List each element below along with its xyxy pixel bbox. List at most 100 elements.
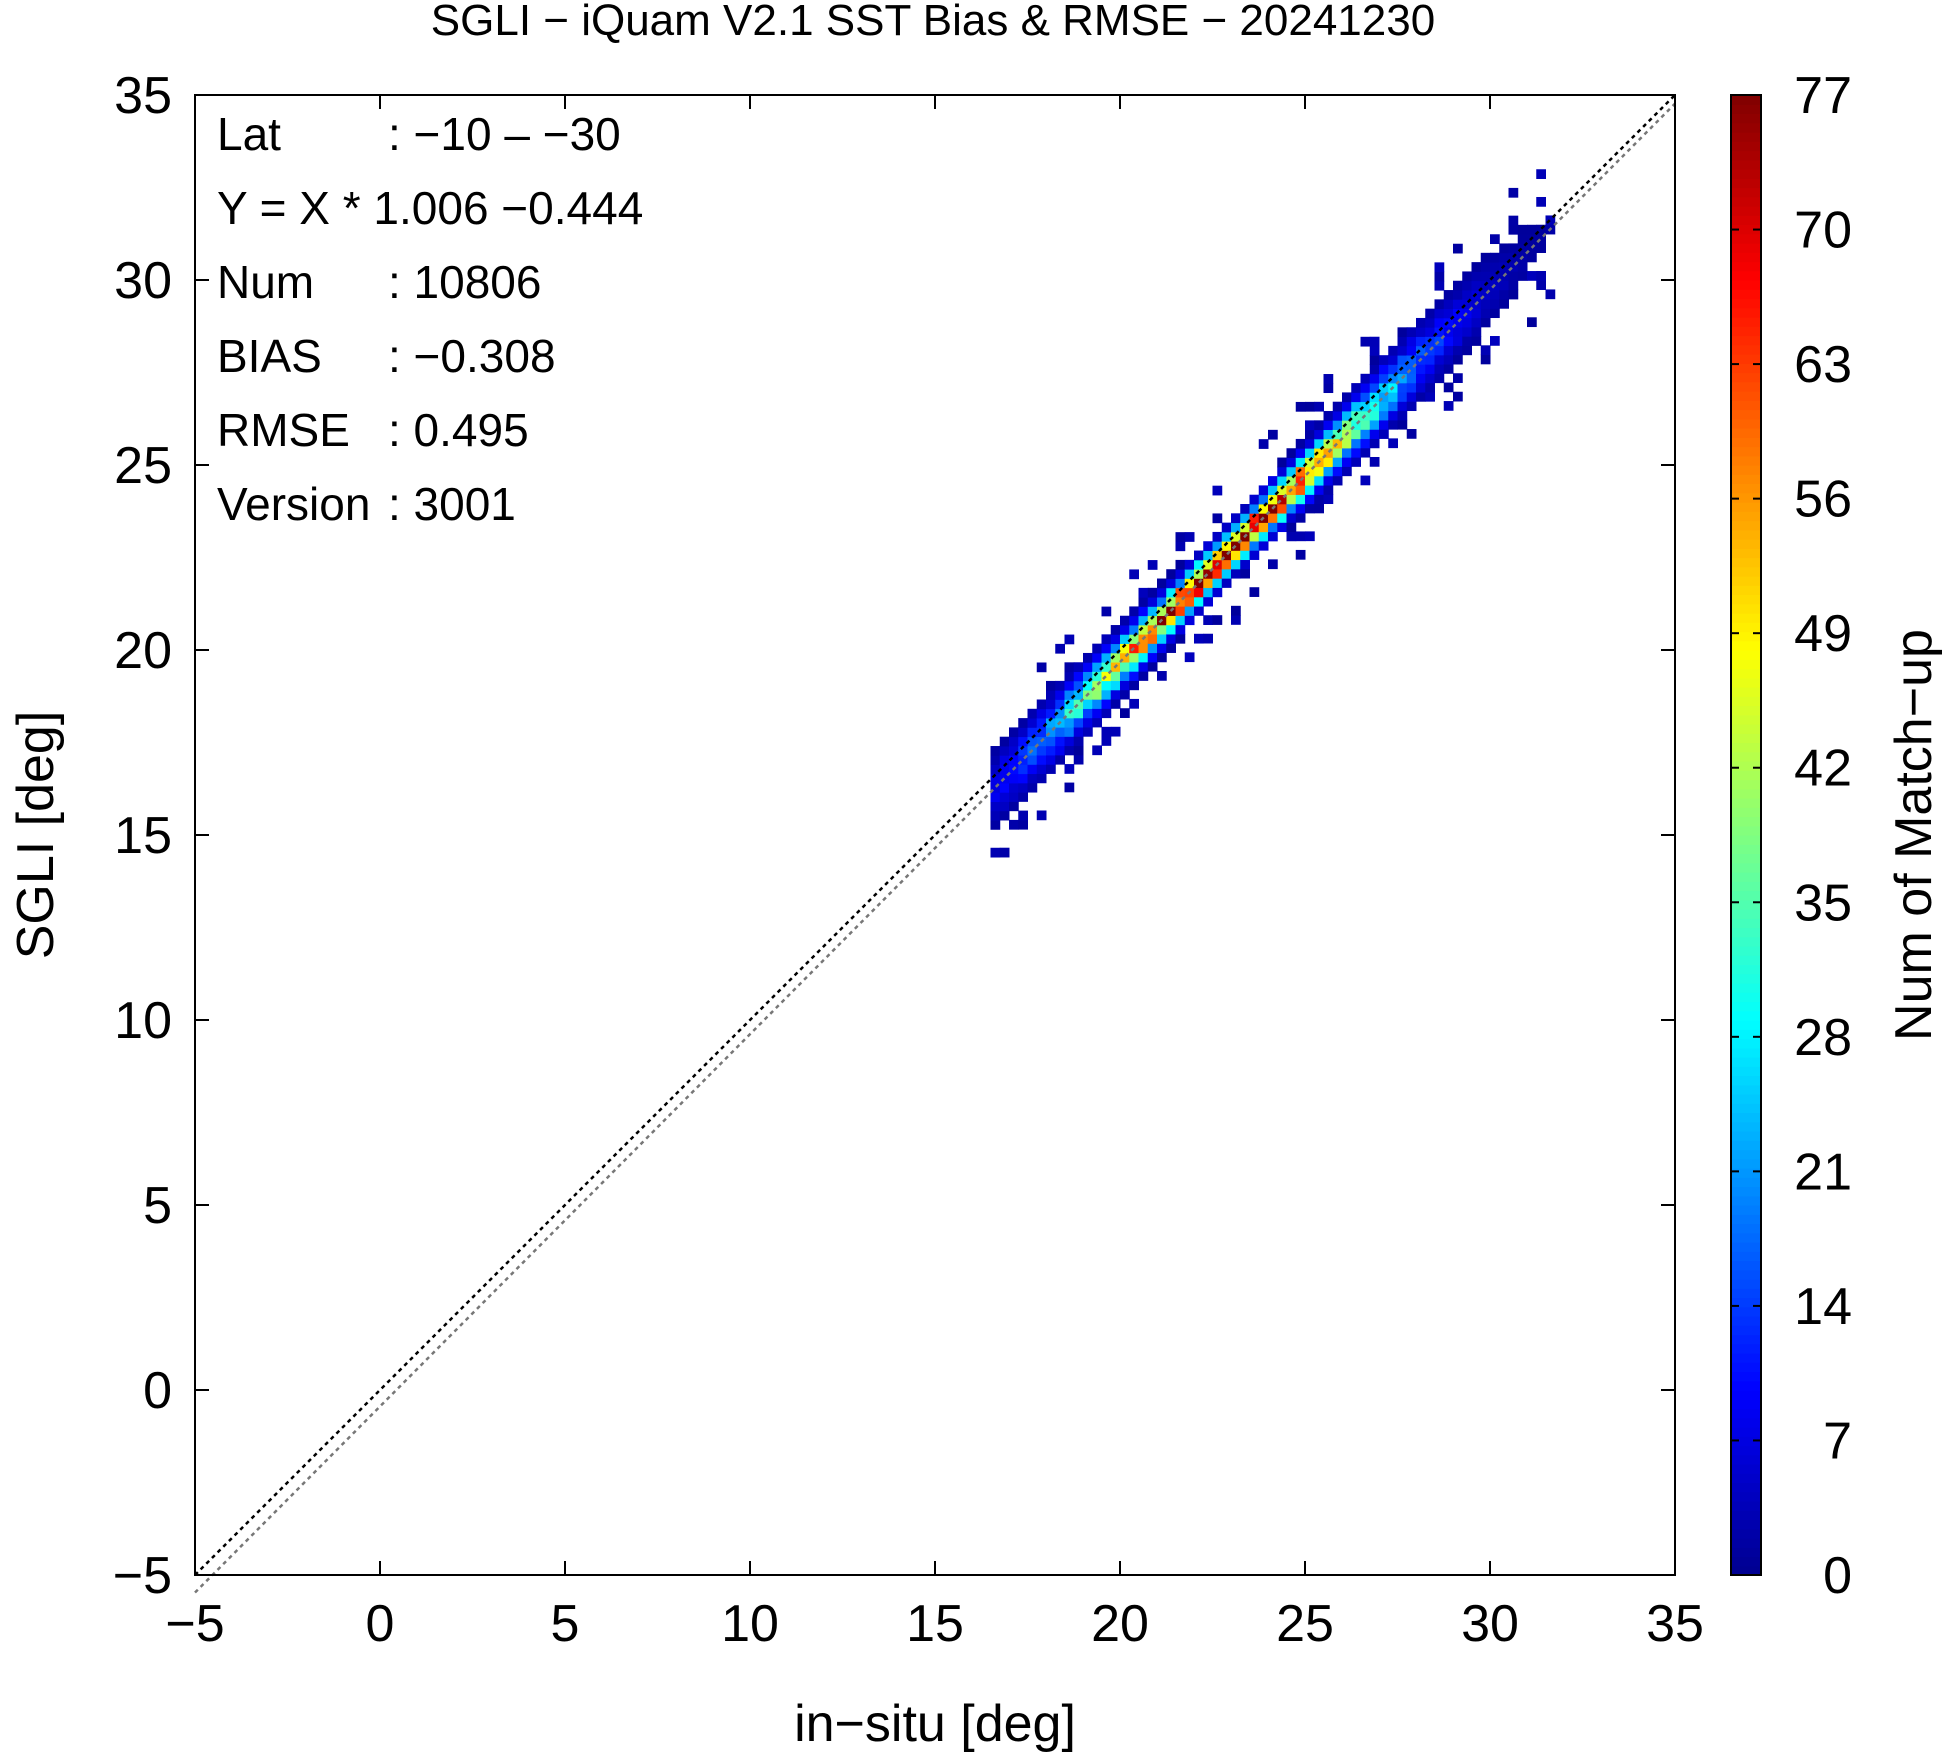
heatmap-cell — [1129, 634, 1139, 644]
heatmap-cell — [1443, 308, 1454, 319]
colorbar-segment — [1731, 1445, 1761, 1456]
colorbar-segment — [1731, 243, 1761, 253]
heatmap-cell — [1480, 262, 1491, 272]
colorbar-segment — [1731, 1510, 1761, 1521]
heatmap-cell — [1369, 429, 1380, 439]
heatmap-cell — [999, 745, 1010, 756]
heatmap-cell — [1471, 336, 1482, 346]
y-tick-label: 30 — [114, 252, 172, 310]
heatmap-cell — [1064, 745, 1075, 756]
heatmap-cell — [1018, 792, 1028, 802]
colorbar-segment — [1731, 613, 1761, 623]
heatmap-cell — [1397, 382, 1408, 393]
colorbar-segment — [1731, 196, 1761, 207]
heatmap-cell — [1120, 634, 1130, 644]
heatmap-cell — [1406, 327, 1417, 338]
heatmap-cell — [1073, 727, 1084, 737]
heatmap-cell — [1240, 568, 1250, 579]
heatmap-cell — [1388, 392, 1398, 402]
heatmap-cell — [1480, 354, 1491, 365]
heatmap-cell — [1323, 411, 1334, 421]
heatmap-cell — [1092, 662, 1102, 672]
colorbar-segment — [1731, 1408, 1761, 1419]
heatmap-cell — [1490, 234, 1500, 245]
colorbar-segment — [1731, 770, 1761, 781]
heatmap-cell — [1406, 355, 1417, 365]
heatmap-cell — [1073, 736, 1084, 747]
heatmap-cell — [1046, 708, 1056, 719]
x-tick-label: 20 — [1091, 1595, 1149, 1653]
colorbar-segment — [1731, 936, 1761, 947]
heatmap-cell — [1295, 401, 1306, 412]
heatmap-cell — [1517, 243, 1528, 254]
colorbar-frame — [1730, 94, 1762, 1576]
heatmap-cell — [1499, 289, 1509, 300]
heatmap-cell — [1295, 512, 1306, 523]
heatmap-cell — [1064, 717, 1075, 728]
heatmap-cell — [1147, 624, 1158, 635]
heatmap-cell — [1194, 587, 1204, 598]
heatmap-cell — [1064, 727, 1075, 737]
heatmap-cell — [1388, 438, 1398, 449]
colorbar-segment — [1731, 825, 1761, 836]
heatmap-cell — [1231, 522, 1241, 533]
heatmap-cell — [999, 792, 1010, 802]
colorbar-segment — [1731, 751, 1761, 762]
heatmap-cell — [1120, 708, 1130, 718]
heatmap-cell — [1369, 456, 1380, 467]
heatmap-cell — [1416, 327, 1426, 337]
heatmap-cell — [1092, 689, 1102, 700]
colorbar-segment — [1731, 1047, 1761, 1058]
heatmap-cell — [1268, 429, 1278, 440]
colorbar-segment — [1731, 1057, 1761, 1067]
heatmap-cell — [1508, 252, 1519, 263]
heatmap-cell — [1369, 382, 1380, 393]
heatmap-cell — [1443, 401, 1454, 411]
heatmap-cell — [1342, 410, 1352, 421]
colorbar-segment — [1731, 890, 1761, 901]
heatmap-cell — [1342, 420, 1352, 430]
heatmap-cell — [1406, 401, 1417, 412]
heatmap-cell — [1490, 289, 1500, 300]
heatmap-cell — [1443, 336, 1454, 347]
heatmap-cell — [1064, 690, 1075, 700]
y-tick-label: 10 — [114, 992, 172, 1050]
heatmap-cell — [1194, 633, 1204, 644]
colorbar-segment — [1731, 280, 1761, 290]
heatmap-cell — [1036, 773, 1047, 784]
heatmap-cell — [1073, 717, 1084, 728]
heatmap-cell — [1027, 727, 1038, 738]
heatmap-cell — [1379, 364, 1389, 375]
heatmap-cell — [990, 847, 1001, 858]
colorbar-segment — [1731, 511, 1761, 522]
heatmap-cell — [1434, 262, 1445, 273]
heatmap-cell — [1369, 419, 1380, 430]
heatmap-cell — [1453, 280, 1463, 291]
colorbar-segment — [1731, 1343, 1761, 1354]
heatmap-cell — [1332, 420, 1343, 430]
heatmap-cell — [1120, 615, 1130, 626]
stat-value: : −0.308 — [388, 330, 556, 382]
heatmap-cell — [990, 801, 1001, 812]
heatmap-cell — [1314, 503, 1324, 514]
heatmap-cell — [1416, 364, 1426, 374]
heatmap-cell — [990, 755, 1001, 766]
heatmap-cell — [1231, 541, 1241, 551]
heatmap-cell — [1536, 224, 1546, 235]
heatmap-cell — [1073, 690, 1084, 700]
heatmap-cell — [1046, 699, 1056, 710]
heatmap-cell — [1157, 634, 1167, 644]
heatmap-cell — [1175, 596, 1186, 607]
heatmap-cell — [1147, 643, 1158, 654]
colorbar-segment — [1731, 474, 1761, 485]
colorbar-segment — [1731, 687, 1761, 697]
heatmap-cell — [1379, 355, 1389, 365]
heatmap-cell — [1055, 643, 1065, 654]
heatmap-cell — [1166, 569, 1176, 579]
heatmap-cell — [1184, 652, 1195, 663]
heatmap-cell — [1018, 745, 1028, 756]
heatmap-cell — [1221, 559, 1232, 570]
colorbar-segment — [1731, 1029, 1761, 1040]
heatmap-cell — [1443, 290, 1454, 300]
colorbar-segment — [1731, 1482, 1761, 1493]
